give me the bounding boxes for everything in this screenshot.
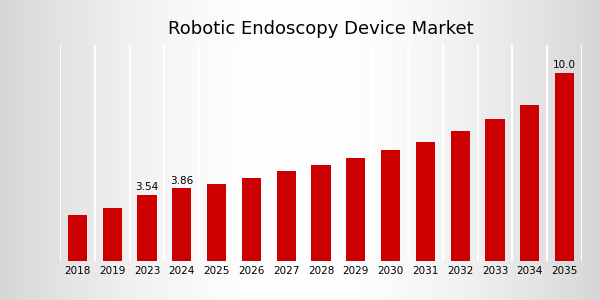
Text: 3.54: 3.54 [136, 182, 158, 192]
Bar [277, 171, 296, 261]
Bar [555, 73, 574, 261]
Text: 3.86: 3.86 [170, 176, 193, 186]
Bar [451, 131, 470, 261]
Bar [520, 105, 539, 261]
Title: Robotic Endoscopy Device Market: Robotic Endoscopy Device Market [168, 20, 474, 38]
Bar [311, 165, 331, 261]
Bar [242, 178, 261, 261]
Bar [485, 119, 505, 261]
Bar [346, 158, 365, 261]
Bar [68, 215, 87, 261]
Bar [137, 194, 157, 261]
Bar [172, 188, 191, 261]
Bar [103, 208, 122, 261]
Bar [207, 184, 226, 261]
Bar [381, 150, 400, 261]
Bar [416, 142, 435, 261]
Text: 10.0: 10.0 [553, 60, 576, 70]
